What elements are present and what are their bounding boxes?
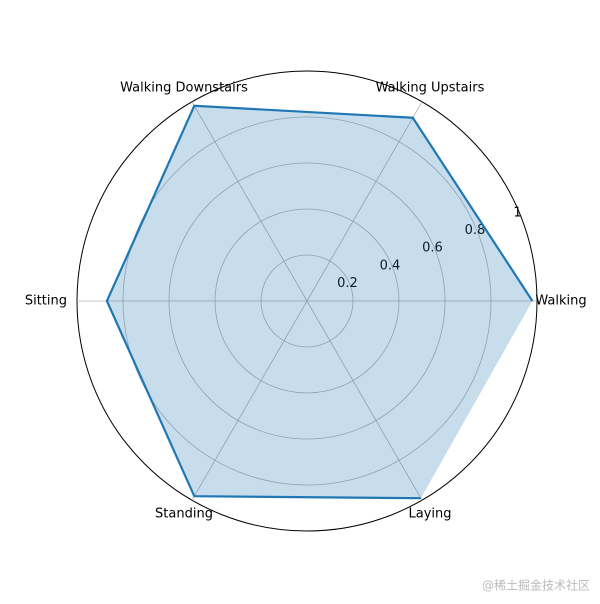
category-label: Laying xyxy=(408,507,451,522)
category-label: Walking Downstairs xyxy=(120,80,248,95)
category-label: Sitting xyxy=(25,294,67,309)
spoke xyxy=(191,300,308,501)
spoke xyxy=(306,101,423,302)
spoke xyxy=(191,101,308,302)
r-tick-label: 0.6 xyxy=(422,241,443,256)
spoke xyxy=(306,300,423,501)
r-tick-label: 0.2 xyxy=(337,276,358,291)
category-label: Walking Upstairs xyxy=(376,80,485,95)
r-tick-label: 0.8 xyxy=(465,223,486,238)
watermark: @稀土掘金技术社区 xyxy=(482,578,590,593)
category-label: Standing xyxy=(155,507,213,522)
r-tick-label: 0.4 xyxy=(380,258,401,273)
category-label: Walking xyxy=(535,294,586,309)
area xyxy=(106,105,533,499)
r-tick-label: 1 xyxy=(513,205,521,220)
line xyxy=(105,104,534,500)
